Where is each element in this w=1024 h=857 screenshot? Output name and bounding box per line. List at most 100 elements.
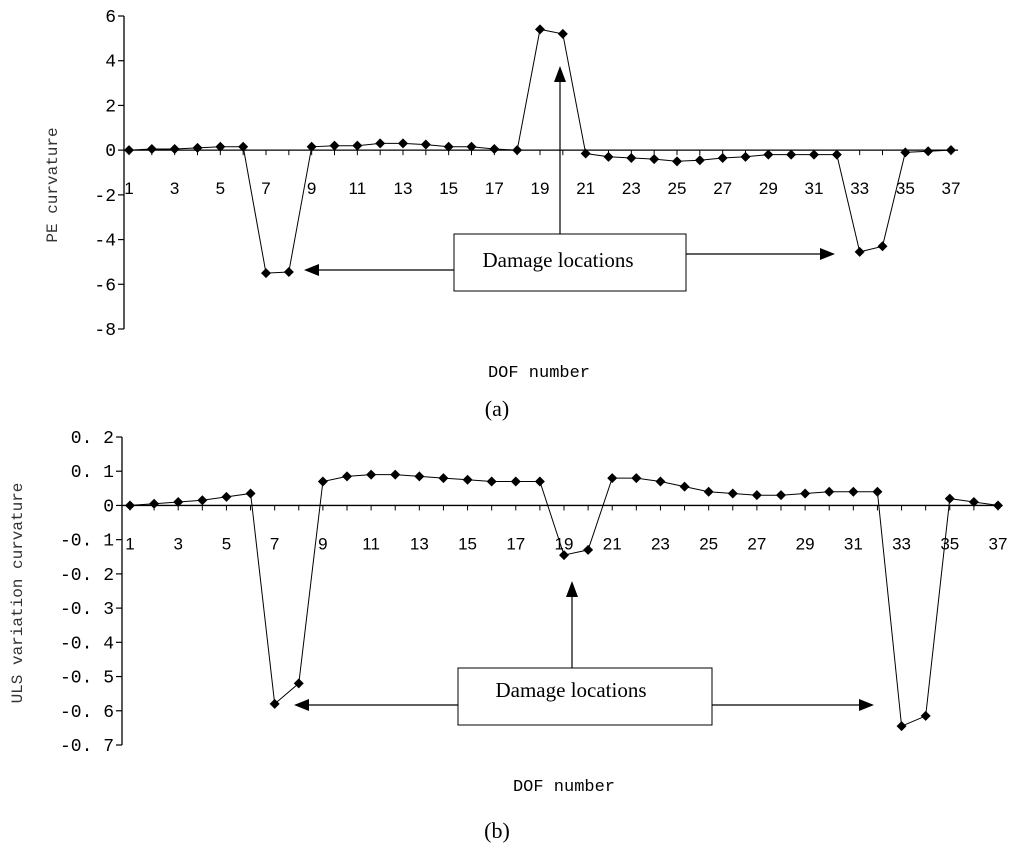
- x-tick-label: 19: [531, 179, 550, 198]
- data-point-marker: [672, 156, 682, 167]
- data-point-marker: [269, 698, 280, 709]
- data-point-marker: [603, 151, 614, 162]
- y-tick-label: -6: [94, 276, 116, 296]
- x-tick-label: 7: [261, 179, 270, 198]
- data-point-marker: [149, 498, 160, 509]
- data-point-marker: [366, 469, 377, 480]
- y-tick-label: 0. 2: [71, 429, 114, 449]
- data-point-marker: [438, 473, 449, 484]
- data-point-marker: [215, 141, 226, 152]
- data-point-marker: [694, 155, 705, 166]
- x-tick-label: 33: [892, 534, 911, 553]
- data-point-marker: [173, 497, 184, 508]
- x-tick-label: 23: [622, 179, 641, 198]
- data-point-marker: [486, 476, 497, 487]
- y-tick-label: -4: [94, 232, 116, 252]
- x-tick-label: 5: [222, 534, 231, 553]
- panel-label-b: (b): [484, 818, 510, 843]
- annotation-arrowhead-left-a: [304, 264, 319, 276]
- y-tick-label: 0. 1: [71, 463, 114, 483]
- x-tick-label: 37: [942, 179, 961, 198]
- data-point-marker: [993, 500, 1003, 511]
- x-tick-label: 13: [410, 534, 429, 553]
- y-tick-label: 6: [105, 8, 116, 28]
- data-point-marker: [510, 476, 521, 487]
- data-point-marker: [877, 241, 888, 252]
- data-point-marker: [462, 474, 473, 485]
- annotation-b: Damage locations: [294, 581, 874, 726]
- data-point-marker: [535, 24, 545, 35]
- annotation-text-b: Damage locations: [495, 678, 646, 702]
- data-point-marker: [398, 138, 408, 149]
- data-point-marker: [703, 486, 714, 497]
- data-point-marker: [146, 144, 157, 155]
- x-tick-label: 29: [759, 179, 778, 198]
- y-tick-label: -2: [94, 187, 116, 207]
- data-point-marker: [559, 550, 569, 561]
- data-point-marker: [245, 488, 256, 499]
- annotation-box-b: [457, 667, 713, 726]
- y-tick-label: -0. 5: [60, 669, 114, 689]
- x-tick-label: 7: [270, 534, 279, 553]
- data-point-marker: [968, 497, 979, 508]
- data-point-marker: [727, 488, 738, 499]
- y-tick-label: 0: [103, 497, 114, 517]
- y-tick-label: -0. 6: [60, 703, 114, 723]
- x-tick-label: 17: [485, 179, 504, 198]
- data-point-marker: [420, 139, 431, 150]
- data-point-marker: [607, 473, 618, 484]
- annotation-arrowhead-right-a: [820, 248, 835, 260]
- data-point-marker: [631, 473, 642, 484]
- data-point-marker: [352, 140, 363, 151]
- x-tick-label: 15: [439, 179, 458, 198]
- data-point-marker: [824, 486, 835, 497]
- data-point-marker: [283, 266, 294, 277]
- data-point-marker: [626, 152, 637, 163]
- annotation-arrowhead-up-b: [566, 581, 578, 597]
- chart-panel-b: 0. 2 0. 1 0 -0. 1 -0. 2 -0. 3 -0. 4 -0. 5 -0. 6 -…: [9, 429, 1007, 843]
- x-tick-label: 27: [747, 534, 766, 553]
- x-tick-label: 5: [216, 179, 225, 198]
- data-point-marker: [800, 488, 811, 499]
- x-tick-label: 27: [713, 179, 732, 198]
- data-point-marker: [317, 476, 328, 487]
- x-tick-label: 3: [173, 534, 182, 553]
- y-tick-label: 2: [105, 97, 116, 117]
- y-tick-label: -0. 3: [60, 600, 114, 620]
- data-point-marker: [920, 710, 931, 721]
- x-tick-label: 11: [362, 534, 380, 553]
- series-markers-a: [124, 24, 956, 279]
- data-point-marker: [946, 145, 956, 156]
- data-point-marker: [489, 144, 500, 155]
- data-point-marker: [809, 149, 819, 160]
- x-tick-label: 35: [940, 534, 959, 553]
- x-tick-label: 9: [307, 179, 316, 198]
- data-point-marker: [169, 144, 180, 155]
- x-tick-label: 11: [349, 179, 367, 198]
- x-tick-label: 33: [850, 179, 869, 198]
- data-point-marker: [896, 721, 907, 732]
- data-point-marker: [679, 481, 690, 492]
- y-axis-label-a: PE curvature: [44, 127, 62, 242]
- data-point-marker: [293, 678, 304, 689]
- y-tick-label: -0. 2: [60, 566, 114, 586]
- data-point-marker: [854, 246, 865, 257]
- y-ticks-a: 6 4 2 0 -2 -4 -6 -8: [94, 8, 124, 341]
- data-point-marker: [583, 544, 594, 555]
- x-axis-label-b: DOF number: [513, 778, 615, 797]
- data-point-marker: [848, 486, 859, 497]
- y-tick-label: 4: [105, 53, 116, 73]
- data-point-marker: [786, 149, 797, 160]
- data-point-marker: [655, 476, 666, 487]
- annotation-arrowhead-left-b: [294, 699, 309, 711]
- annotation-arrowhead-right-b: [859, 699, 874, 711]
- annotation-text-a: Damage locations: [482, 248, 633, 272]
- data-point-marker: [329, 140, 340, 151]
- y-tick-label: -0. 4: [60, 634, 114, 654]
- data-point-marker: [872, 486, 883, 497]
- x-tick-label: 31: [805, 179, 824, 198]
- data-point-marker: [944, 493, 955, 504]
- data-point-marker: [390, 469, 401, 480]
